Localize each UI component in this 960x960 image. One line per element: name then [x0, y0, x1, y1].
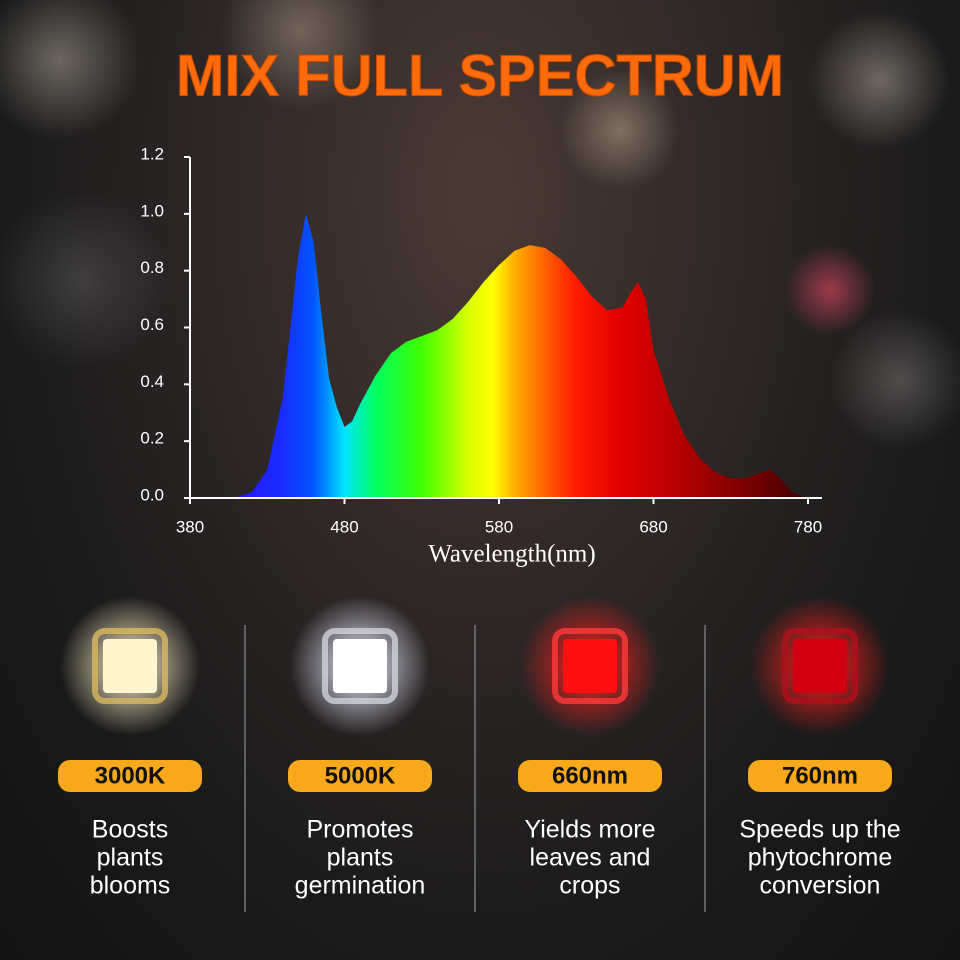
card-label: 660nm	[552, 762, 628, 789]
card-label: 3000K	[95, 762, 166, 789]
label-pill	[518, 760, 662, 792]
card-description: Yields more	[524, 816, 655, 844]
card-description: germination	[295, 872, 426, 900]
card-description: blooms	[90, 872, 171, 900]
led-frame	[92, 628, 168, 704]
card-description: Promotes	[307, 816, 414, 844]
card-description: crops	[559, 872, 620, 900]
card-label: 760nm	[782, 762, 858, 789]
card-description: Boosts	[92, 816, 168, 844]
y-tick-label: 0.6	[140, 315, 164, 334]
x-tick-label: 780	[794, 517, 822, 536]
led-chip	[333, 639, 387, 693]
label-pill	[748, 760, 892, 792]
y-tick-label: 0.2	[140, 429, 164, 448]
x-axis-label: Wavelength(nm)	[428, 541, 595, 568]
x-tick-label: 580	[485, 517, 513, 536]
card-description: plants	[97, 844, 164, 872]
led-chip	[103, 639, 157, 693]
x-tick-label: 380	[176, 517, 204, 536]
led-chip	[793, 639, 847, 693]
y-tick-label: 0.8	[140, 258, 164, 277]
card-description: conversion	[760, 872, 881, 900]
card-description: plants	[327, 844, 394, 872]
title: MIX FULL SPECTRUM	[176, 43, 784, 108]
spectrum-area	[190, 213, 808, 499]
led-chip	[563, 639, 617, 693]
led-frame	[552, 628, 628, 704]
card-description: Speeds up the	[739, 816, 900, 844]
y-tick-label: 0.0	[140, 485, 164, 504]
label-pill	[288, 760, 432, 792]
card-label: 5000K	[325, 762, 396, 789]
x-tick-label: 680	[639, 517, 667, 536]
led-frame	[782, 628, 858, 704]
y-tick-label: 1.2	[140, 144, 164, 163]
y-tick-label: 0.4	[140, 372, 164, 391]
y-tick-label: 1.0	[140, 201, 164, 220]
card-description: leaves and	[530, 844, 651, 872]
label-pill	[58, 760, 202, 792]
x-tick-label: 480	[330, 517, 358, 536]
card-description: phytochrome	[748, 844, 893, 872]
led-frame	[322, 628, 398, 704]
